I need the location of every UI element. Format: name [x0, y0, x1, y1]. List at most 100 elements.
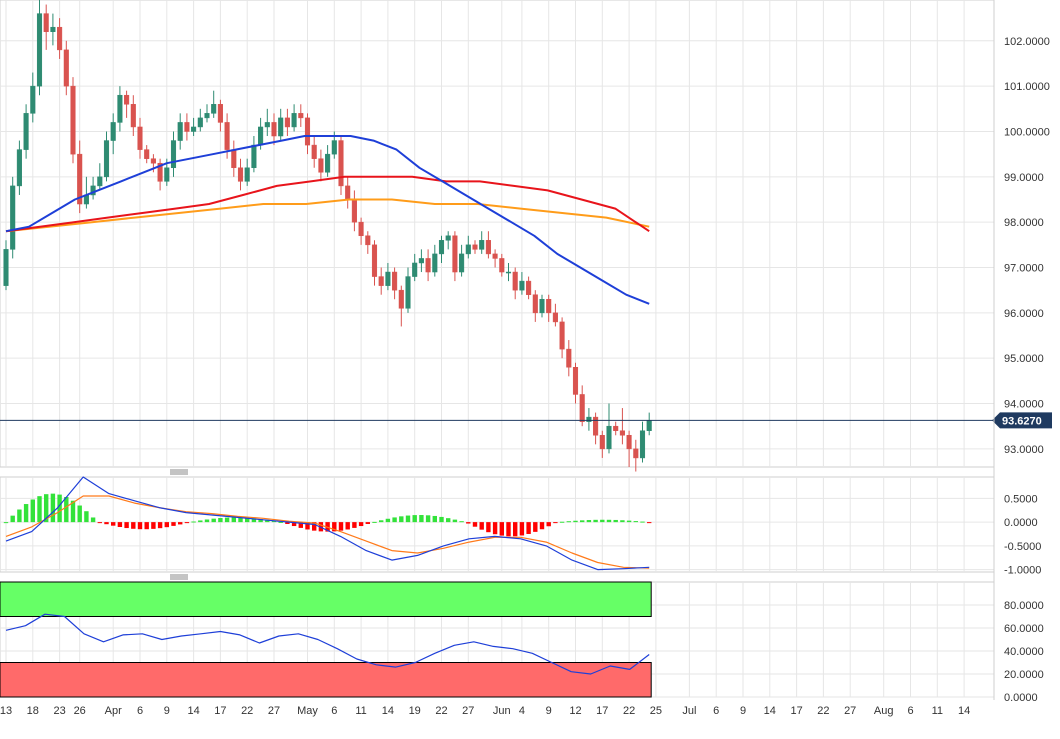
macd-histogram-bar	[84, 511, 89, 523]
x-tick-label: 22	[817, 705, 829, 717]
candle-down	[512, 271, 518, 291]
macd-histogram-bar	[553, 522, 558, 524]
candle-down	[351, 199, 357, 223]
x-tick-label: Jun	[493, 705, 511, 717]
candle-down	[57, 26, 63, 51]
macd-histogram-bar	[432, 515, 437, 523]
macd-histogram-bar	[278, 521, 283, 523]
macd-tick-label: -0.5000	[1004, 541, 1041, 553]
macd-line	[5, 476, 650, 571]
macd-histogram-bar	[17, 509, 22, 523]
x-tick-label: 13	[0, 705, 12, 717]
macd-histogram-bar	[559, 521, 565, 523]
macd-histogram-bar	[492, 522, 498, 535]
macd-histogram-bar	[104, 522, 109, 525]
candle-down	[492, 253, 498, 259]
macd-histogram-bar	[352, 522, 357, 528]
candle-up	[385, 271, 391, 286]
price-panel	[0, 0, 995, 468]
macd-histogram-bar	[506, 522, 511, 537]
candle-down	[77, 153, 83, 205]
candle-up	[10, 185, 16, 250]
candle-up	[244, 167, 250, 182]
macd-histogram-bar	[580, 520, 585, 523]
macd-tick-label: 0.0000	[1004, 517, 1038, 529]
macd-histogram-bar	[573, 520, 578, 523]
candle-down	[137, 126, 143, 150]
x-tick-label: 18	[27, 705, 39, 717]
macd-histogram-bar	[298, 522, 303, 528]
candle-down	[63, 49, 69, 87]
macd-histogram-bar	[57, 494, 62, 523]
candle-down	[599, 435, 605, 450]
rsi-oversold-zone	[0, 662, 652, 698]
price-tick-label: 102.0000	[1004, 36, 1050, 48]
candle-up	[251, 144, 257, 169]
macd-histogram-bar	[439, 516, 444, 523]
candle-up	[30, 85, 36, 114]
macd-histogram-bar	[526, 522, 531, 534]
candle-down	[572, 367, 579, 395]
x-tick-label: 9	[740, 705, 746, 717]
candle-down	[284, 117, 290, 128]
x-tick-label: 6	[331, 705, 337, 717]
macd-histogram-bar	[606, 519, 612, 523]
macd-histogram-bar	[412, 515, 417, 523]
x-tick-label: 22	[623, 705, 635, 717]
macd-histogram-bar	[218, 518, 223, 523]
macd-histogram-bar	[613, 519, 618, 523]
price-tick-label: 94.0000	[1004, 399, 1044, 411]
macd-histogram-bar	[546, 522, 551, 527]
macd-histogram-bar	[224, 517, 230, 523]
candle-up	[177, 122, 183, 141]
candle-down	[613, 425, 619, 431]
macd-histogram-bar	[365, 522, 370, 524]
candle-up	[278, 117, 284, 137]
macd-histogram-bar	[50, 493, 56, 523]
candle-down	[345, 185, 351, 200]
candle-up	[405, 276, 411, 309]
macd-histogram-bar	[191, 521, 196, 523]
macd-histogram-bar	[23, 504, 29, 523]
macd-histogram-bar	[405, 515, 411, 523]
macd-histogram-bar	[178, 522, 183, 525]
candle-up	[211, 104, 217, 114]
macd-histogram-bar	[593, 519, 598, 523]
macd-histogram-bar	[77, 505, 82, 523]
x-tick-label: 11	[355, 705, 366, 717]
macd-histogram-bar	[600, 519, 605, 523]
x-tick-label: 27	[268, 705, 280, 717]
macd-histogram-bar	[566, 521, 571, 523]
macd-histogram-bar	[124, 522, 129, 529]
macd-histogram-bar	[452, 519, 458, 523]
candle-up	[331, 140, 337, 155]
candle-down	[157, 162, 163, 182]
macd-histogram-bar	[171, 522, 176, 526]
candle-down	[546, 298, 552, 314]
candle-down	[526, 280, 532, 295]
candle-down	[378, 276, 384, 286]
candle-up	[479, 240, 485, 250]
sma-long-line	[5, 198, 650, 233]
x-tick-label: 22	[435, 705, 447, 717]
macd-histogram-bar	[64, 496, 69, 523]
macd-histogram-bar	[291, 522, 297, 527]
candle-down	[304, 117, 311, 146]
sma-mid-line	[5, 175, 650, 233]
last-price-label: 93.6270	[1002, 415, 1042, 427]
candle-up	[170, 140, 177, 169]
candle-down	[144, 149, 150, 159]
price-tick-label: 101.0000	[1004, 81, 1050, 93]
x-tick-label: Apr	[105, 705, 122, 717]
x-tick-label: 27	[462, 705, 474, 717]
candle-down	[224, 122, 230, 150]
x-tick-label: 12	[569, 705, 581, 717]
candle-up	[586, 416, 592, 422]
rsi-tick-label: 20.0000	[1004, 669, 1044, 681]
candle-down	[566, 348, 572, 368]
candle-up	[204, 113, 210, 119]
candle-down	[237, 167, 244, 182]
macd-histogram-bar	[425, 515, 431, 523]
macd-histogram-bar	[265, 519, 270, 523]
